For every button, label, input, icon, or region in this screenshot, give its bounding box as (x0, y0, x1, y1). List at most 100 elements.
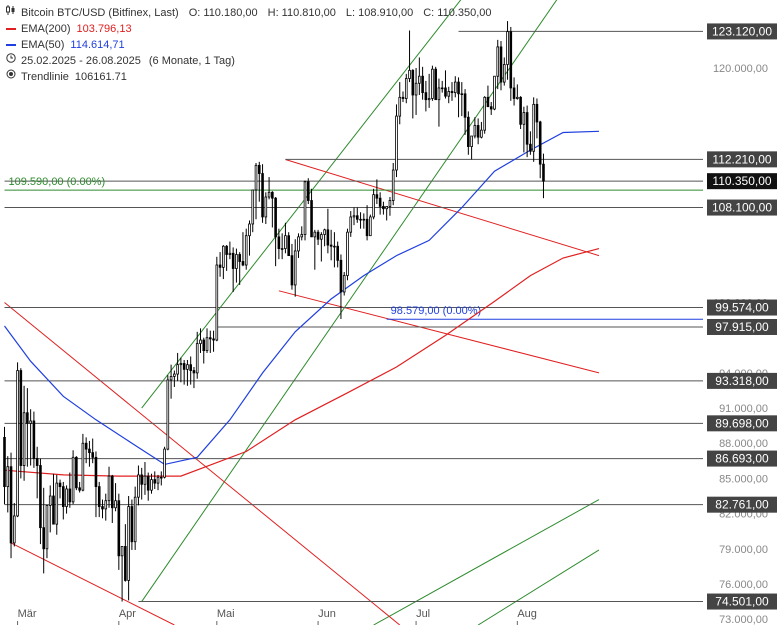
candle-body (271, 191, 274, 199)
candle-body (173, 373, 176, 377)
candle (408, 30, 411, 83)
candle (522, 106, 526, 153)
candle (117, 493, 121, 570)
candle (493, 75, 496, 111)
candle-body (421, 75, 424, 94)
candle (440, 80, 444, 93)
candle-body (437, 87, 441, 101)
candle (421, 66, 424, 100)
candle (303, 180, 307, 241)
x-tick-label: Jul (416, 608, 430, 620)
candle (333, 232, 336, 268)
candle (271, 191, 274, 228)
candle (352, 207, 356, 226)
x-tick-label: Apr (119, 608, 136, 620)
candle (437, 78, 441, 127)
candle (97, 481, 101, 518)
candle (153, 471, 157, 489)
ohlc-low: L: 108.910,00 (345, 7, 414, 19)
candle (208, 330, 212, 353)
legend-ema50-row[interactable]: EMA(50) 114.614,71 (6, 37, 492, 53)
candle (29, 409, 32, 466)
candle-body (506, 31, 509, 65)
candle-body (280, 248, 284, 250)
candle (418, 57, 421, 95)
candle (414, 68, 418, 115)
price-tag-label: 99.574,00 (715, 301, 769, 315)
candle-body (104, 500, 108, 510)
price-tag-label: 97.915,00 (715, 320, 769, 334)
candle-body (195, 343, 199, 374)
candle-body (16, 370, 19, 517)
candle-body (362, 218, 366, 221)
candle (215, 256, 219, 342)
candle-body (320, 234, 323, 240)
candle-body (460, 93, 464, 96)
candle-body (277, 236, 281, 249)
candle (6, 456, 10, 513)
candle (349, 211, 353, 237)
candle (48, 485, 52, 533)
candle (124, 524, 127, 582)
price-tag-box (707, 318, 777, 335)
candle-body (107, 475, 111, 502)
candle-body (375, 194, 379, 199)
candle (104, 493, 108, 521)
candle (42, 487, 45, 574)
candle-body (143, 475, 147, 485)
candle-body (97, 486, 101, 507)
candle-body (535, 103, 539, 123)
candle-body (228, 252, 232, 255)
price-tag-label: 89.698,00 (715, 416, 769, 430)
candle-body (91, 452, 94, 458)
candle (293, 239, 297, 297)
legend-trendline-row[interactable]: Trendlinie 106161.71 (6, 69, 492, 85)
candle-body (431, 68, 434, 99)
candle (444, 70, 447, 99)
candle-body (480, 129, 483, 138)
trendline-label: Trendlinie (21, 71, 69, 83)
candle-body (212, 338, 215, 341)
candle-body (342, 275, 346, 293)
candle-body (225, 245, 228, 255)
candle-body (120, 546, 124, 557)
candle-body (502, 64, 506, 83)
candle (75, 456, 78, 491)
candle (94, 451, 98, 518)
candle (463, 89, 467, 135)
candlestick-icon (6, 5, 16, 21)
candle-body (336, 245, 339, 261)
candle (202, 337, 206, 364)
ema200-line (4, 248, 600, 477)
candle-body (153, 479, 157, 484)
candle (254, 162, 258, 220)
candle-body (444, 87, 447, 97)
candle (473, 117, 477, 139)
candle-body (525, 112, 529, 145)
candle (525, 105, 529, 158)
candle-body (542, 163, 545, 182)
price-tag-label: 82.761,00 (715, 498, 769, 512)
candle-body (84, 442, 88, 450)
candle (166, 375, 170, 451)
candle-body (71, 456, 75, 503)
candle (218, 252, 222, 277)
candle (264, 192, 268, 224)
y-tick-label: 76.000,00 (719, 579, 768, 591)
candle (13, 503, 16, 547)
candle (231, 247, 235, 292)
ohlc-open: O: 110.180,00 (188, 7, 258, 19)
candle (519, 96, 522, 129)
fibo-level-label: 98.579,00 (0.00%) (391, 305, 482, 317)
candle (369, 214, 372, 237)
candle-body (137, 474, 140, 498)
candle-body (427, 98, 431, 101)
price-tag-label: 86.693,00 (715, 452, 769, 466)
candle-body (55, 482, 59, 525)
candle-body (424, 92, 428, 101)
candle-body (32, 420, 36, 459)
candle (447, 86, 451, 104)
legend-ema200-row[interactable]: EMA(200) 103.796,13 (6, 21, 492, 37)
candle (470, 135, 473, 160)
